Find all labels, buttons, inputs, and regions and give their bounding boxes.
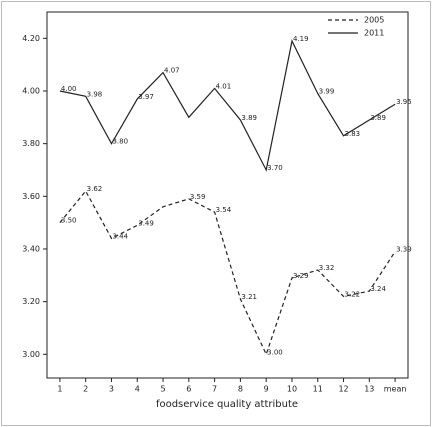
- data-label: 3.49: [138, 219, 154, 227]
- x-tick-label: 12: [338, 385, 348, 394]
- x-tick-label: 5: [160, 385, 165, 394]
- y-tick-label: 3.00: [22, 350, 40, 359]
- plot-area: [46, 11, 409, 379]
- series-line: [59, 39, 396, 172]
- data-label: 3.54: [216, 206, 232, 214]
- x-tick-label: 4: [135, 385, 140, 394]
- y-tick-label: 4.20: [22, 34, 40, 43]
- data-label: 3.95: [396, 98, 412, 106]
- y-tick-label: 4.00: [22, 86, 40, 95]
- data-label: 3.98: [87, 90, 103, 98]
- data-label: 4.00: [61, 85, 77, 93]
- data-label: 3.89: [241, 114, 257, 122]
- data-label: 3.70: [267, 164, 283, 172]
- data-label: 4.19: [293, 35, 309, 43]
- y-tick-label: 3.40: [22, 244, 40, 253]
- x-tick-label: 11: [313, 385, 323, 394]
- x-tick-label: 7: [212, 385, 217, 394]
- x-tick-label: 10: [287, 385, 297, 394]
- x-tick-label: 3: [109, 385, 114, 394]
- data-label: 3.80: [112, 138, 128, 146]
- legend-label: 2005: [364, 16, 384, 25]
- y-tick-label: 3.20: [22, 297, 40, 306]
- x-tick-label: 2: [83, 385, 88, 394]
- data-label: 3.99: [319, 88, 335, 96]
- x-tick-label: 13: [364, 385, 374, 394]
- x-tick-label: 6: [186, 385, 191, 394]
- legend-label: 2011: [364, 29, 384, 38]
- data-label: 3.59: [190, 193, 206, 201]
- data-label: 3.00: [267, 348, 283, 356]
- y-tick-label: 3.60: [22, 192, 40, 201]
- data-label: 3.50: [61, 217, 77, 225]
- series-line: [59, 190, 396, 356]
- x-tick-label: mean: [384, 385, 407, 394]
- y-tick-label: 3.80: [22, 139, 40, 148]
- data-label: 4.07: [164, 67, 180, 75]
- data-label: 3.97: [138, 93, 154, 101]
- data-label: 3.21: [241, 293, 257, 301]
- data-label: 3.39: [396, 246, 412, 254]
- data-label: 3.32: [319, 264, 335, 272]
- data-label: 3.29: [293, 272, 309, 280]
- x-axis-label: foodservice quality attribute: [156, 399, 298, 410]
- data-label: 3.22: [345, 290, 361, 298]
- x-tick-label: 9: [264, 385, 269, 394]
- data-label: 3.83: [345, 130, 361, 138]
- data-label: 3.62: [87, 185, 103, 193]
- x-tick-label: 8: [238, 385, 243, 394]
- data-label: 3.44: [112, 232, 128, 240]
- data-label: 3.89: [370, 114, 386, 122]
- data-label: 3.24: [370, 285, 386, 293]
- data-label: 4.01: [216, 82, 232, 90]
- x-tick-label: 1: [57, 385, 62, 394]
